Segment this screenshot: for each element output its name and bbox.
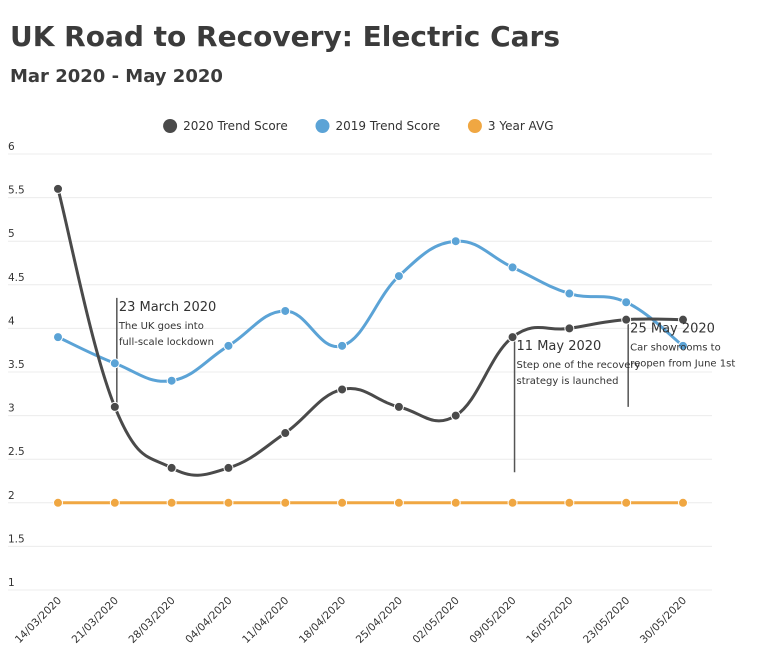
y-tick-label: 2 — [8, 490, 15, 502]
y-tick-label: 1.5 — [8, 533, 25, 545]
legend-label: 2020 Trend Score — [183, 119, 288, 133]
data-point[interactable] — [223, 497, 234, 508]
y-tick-label: 3.5 — [8, 359, 25, 371]
data-point[interactable] — [280, 428, 291, 439]
data-point[interactable] — [337, 340, 348, 351]
legend[interactable]: 2020 Trend Score 2019 Trend Score 3 Year A… — [163, 119, 554, 133]
data-point[interactable] — [507, 332, 518, 343]
data-point[interactable] — [223, 340, 234, 351]
chart-subtitle: Mar 2020 - May 2020 — [10, 66, 223, 87]
x-axis: 14/03/2020 21/03/2020 28/03/2020 04/04/2020… — [13, 595, 689, 646]
x-tick-label: 04/04/2020 — [183, 595, 234, 646]
data-point[interactable] — [53, 332, 63, 343]
series-2019-trend-score — [53, 236, 688, 386]
series-3-year-avg — [53, 497, 688, 508]
y-tick-label: 3 — [8, 403, 15, 415]
data-point[interactable] — [223, 462, 234, 473]
data-point[interactable] — [53, 183, 63, 194]
annotation-text: Step one of the recovery — [517, 360, 641, 371]
data-point[interactable] — [450, 410, 461, 421]
data-point[interactable] — [507, 262, 518, 273]
x-tick-label: 09/05/2020 — [467, 595, 518, 646]
y-tick-label: 4 — [8, 315, 15, 327]
y-tick-label: 4.5 — [8, 272, 25, 284]
legend-item[interactable]: 2020 Trend Score — [163, 119, 288, 133]
y-tick-label: 5.5 — [8, 185, 25, 197]
y-tick-label: 2.5 — [8, 446, 25, 458]
data-point[interactable] — [678, 314, 688, 325]
series-group — [53, 183, 688, 508]
data-point[interactable] — [621, 297, 632, 308]
annotation-title: 25 May 2020 — [630, 322, 715, 337]
data-point[interactable] — [564, 497, 575, 508]
x-tick-label: 18/04/2020 — [297, 595, 348, 646]
data-point[interactable] — [109, 497, 120, 508]
data-point[interactable] — [166, 497, 177, 508]
data-point[interactable] — [280, 497, 291, 508]
data-point[interactable] — [621, 314, 632, 325]
annotation-texts: 23 March 2020 The UK goes into full-scale … — [118, 300, 736, 387]
x-tick-label: 11/04/2020 — [240, 595, 291, 646]
data-point[interactable] — [280, 305, 291, 316]
data-point[interactable] — [678, 497, 688, 508]
y-tick-label: 6 — [8, 141, 15, 153]
data-point[interactable] — [564, 323, 575, 334]
data-point[interactable] — [393, 401, 404, 412]
annotation-title: 23 March 2020 — [119, 300, 217, 315]
y-tick-label: 1 — [8, 577, 15, 589]
x-tick-label: 25/04/2020 — [354, 595, 405, 646]
legend-marker — [467, 119, 482, 133]
x-tick-label: 16/05/2020 — [524, 595, 575, 646]
data-point[interactable] — [53, 497, 63, 508]
annotation-text: full-scale lockdown — [119, 337, 214, 348]
annotation-lines — [116, 297, 629, 473]
series-2020-trend-score — [53, 183, 688, 477]
y-axis: 1 1.5 2 2.5 3 3.5 4 4.5 5 5.5 6 — [8, 141, 25, 589]
data-point[interactable] — [393, 497, 404, 508]
annotation-text: reopen from June 1st — [630, 359, 735, 370]
annotation-text: The UK goes into — [118, 321, 204, 332]
data-point[interactable] — [337, 384, 348, 395]
x-tick-label: 30/05/2020 — [638, 595, 689, 646]
data-point[interactable] — [109, 358, 120, 369]
legend-marker — [163, 119, 178, 133]
x-tick-label: 02/05/2020 — [411, 595, 462, 646]
x-tick-label: 21/03/2020 — [70, 595, 121, 646]
data-point[interactable] — [678, 340, 688, 351]
data-point[interactable] — [393, 271, 404, 282]
data-point[interactable] — [450, 497, 461, 508]
annotation-text: Car showrooms to — [630, 343, 721, 354]
x-tick-label: 28/03/2020 — [126, 595, 177, 646]
chart-title: UK Road to Recovery: Electric Cars — [10, 20, 561, 53]
data-point[interactable] — [507, 497, 518, 508]
data-point[interactable] — [450, 236, 461, 247]
y-tick-label: 5 — [8, 228, 15, 240]
data-point[interactable] — [337, 497, 348, 508]
x-tick-label: 14/03/2020 — [13, 595, 64, 646]
series-line — [56, 188, 684, 477]
grid-lines — [8, 153, 712, 591]
legend-item[interactable]: 3 Year AVG — [467, 119, 554, 133]
data-point[interactable] — [621, 497, 632, 508]
data-point[interactable] — [564, 288, 575, 299]
x-tick-label: 23/05/2020 — [581, 595, 632, 646]
annotation-text: strategy is launched — [517, 376, 619, 387]
data-point[interactable] — [166, 375, 177, 386]
data-point[interactable] — [109, 401, 120, 412]
legend-item[interactable]: 2019 Trend Score — [315, 119, 441, 133]
annotation-title: 11 May 2020 — [517, 339, 602, 354]
legend-label: 2019 Trend Score — [336, 119, 441, 133]
legend-marker — [315, 119, 330, 133]
legend-label: 3 Year AVG — [488, 119, 554, 133]
data-point[interactable] — [166, 462, 177, 473]
